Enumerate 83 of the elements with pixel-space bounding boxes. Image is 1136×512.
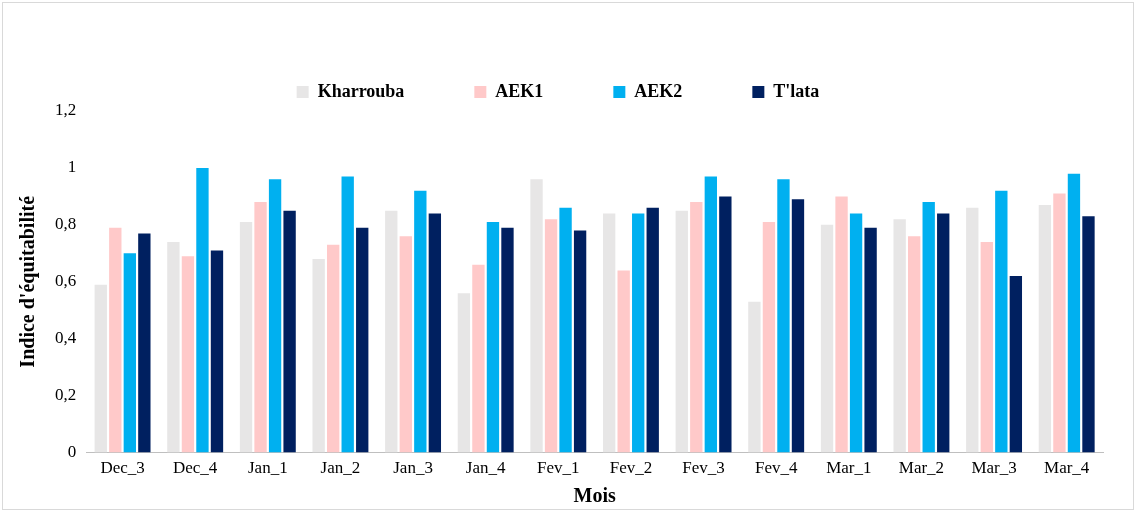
bar	[283, 210, 296, 453]
bar	[980, 241, 993, 453]
x-tick-label: Dec_3	[100, 458, 145, 478]
x-tick-label: Fev_3	[682, 458, 725, 478]
bar	[849, 213, 863, 453]
x-tick-label: Fev_2	[609, 458, 653, 478]
bar	[138, 233, 151, 453]
bar	[268, 179, 282, 453]
bar	[748, 301, 761, 453]
bar	[312, 259, 325, 453]
bar	[908, 236, 921, 453]
bar	[399, 236, 412, 453]
x-axis-title: Mois	[573, 484, 616, 507]
x-tick-label: Dec_4	[173, 458, 218, 478]
x-tick-label: Mar_4	[1044, 458, 1090, 478]
x-tick-label: Fev_4	[754, 458, 798, 478]
bar	[966, 207, 979, 453]
y-tick-label: 1	[67, 157, 77, 177]
bar	[602, 213, 616, 453]
bar	[646, 207, 659, 453]
bar	[922, 202, 935, 453]
y-tick-label: 0,6	[55, 271, 77, 291]
bar	[196, 167, 209, 453]
legend-label: Kharrouba	[317, 80, 405, 101]
bar	[820, 224, 834, 453]
bar	[559, 207, 572, 453]
bar	[327, 244, 340, 453]
bar	[893, 219, 906, 453]
x-tick-label: Mar_1	[826, 458, 872, 478]
bar	[428, 213, 442, 453]
x-tick-label: Jan_1	[247, 458, 288, 478]
bar	[210, 250, 224, 453]
bar	[181, 256, 195, 453]
bar	[544, 219, 558, 453]
x-tick-label: Jan_2	[320, 458, 361, 478]
bar	[486, 222, 500, 453]
x-tick-label: Fev_1	[537, 458, 580, 478]
bar	[995, 190, 1008, 453]
bar	[1067, 173, 1081, 453]
bar	[704, 176, 717, 453]
bar	[675, 210, 688, 453]
y-tick-label: 0,4	[55, 328, 77, 348]
bar	[94, 284, 107, 453]
y-tick-label: 0,2	[55, 385, 77, 405]
bar	[791, 199, 805, 453]
x-tick-label: Mar_3	[971, 458, 1017, 478]
legend-label: AEK1	[495, 80, 544, 101]
y-axis-title: Indice d'équitabilité	[16, 195, 40, 368]
bar	[341, 176, 354, 453]
bar	[1009, 276, 1023, 453]
bar	[1038, 204, 1052, 453]
bar	[530, 179, 543, 453]
bar	[719, 196, 732, 453]
y-tick-label: 0	[67, 442, 77, 462]
bar	[501, 227, 514, 453]
bar	[239, 222, 253, 453]
bar	[457, 293, 471, 453]
bar	[573, 230, 587, 453]
bar	[472, 264, 485, 453]
bar	[762, 222, 776, 453]
bar	[1082, 216, 1095, 453]
y-tick-label: 1,2	[55, 100, 77, 120]
bar	[1053, 193, 1066, 453]
bar	[254, 202, 267, 453]
bar	[777, 179, 790, 453]
legend-label: AEK2	[634, 80, 683, 101]
bar	[835, 196, 848, 453]
bar	[864, 227, 877, 453]
bar	[167, 241, 180, 453]
bar	[123, 253, 136, 453]
bar	[690, 202, 703, 453]
bar	[632, 213, 645, 453]
bar	[414, 190, 427, 453]
x-tick-label: Jan_4	[465, 458, 507, 478]
legend-label: T'lata	[773, 80, 820, 101]
y-tick-label: 0,8	[55, 214, 77, 234]
bar	[937, 213, 950, 453]
x-tick-label: Jan_3	[393, 458, 433, 478]
bar	[356, 227, 369, 453]
bar	[617, 270, 630, 453]
bar	[109, 227, 122, 453]
bar	[385, 210, 398, 453]
x-tick-label: Mar_2	[898, 458, 945, 478]
